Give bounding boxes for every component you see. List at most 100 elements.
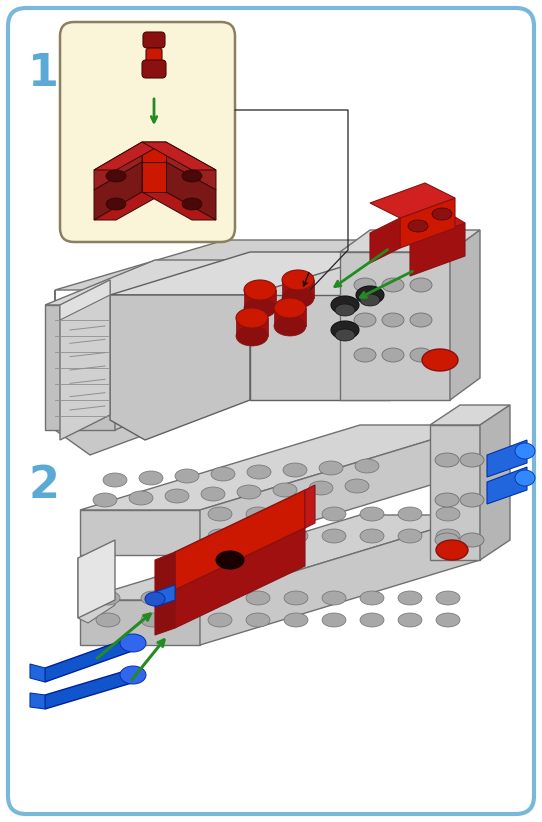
Ellipse shape: [432, 208, 452, 220]
Ellipse shape: [331, 296, 359, 314]
Ellipse shape: [244, 280, 276, 300]
Ellipse shape: [216, 551, 244, 569]
Polygon shape: [225, 260, 380, 320]
Ellipse shape: [360, 613, 384, 627]
FancyBboxPatch shape: [146, 48, 162, 76]
Ellipse shape: [139, 471, 163, 485]
Ellipse shape: [360, 507, 384, 521]
Ellipse shape: [436, 540, 468, 560]
Ellipse shape: [182, 198, 202, 210]
Ellipse shape: [93, 493, 117, 507]
Ellipse shape: [435, 493, 459, 507]
Ellipse shape: [284, 613, 308, 627]
Ellipse shape: [345, 479, 369, 493]
Ellipse shape: [236, 308, 268, 328]
Ellipse shape: [211, 467, 235, 481]
FancyBboxPatch shape: [143, 32, 165, 48]
Ellipse shape: [182, 170, 202, 182]
Ellipse shape: [382, 278, 404, 292]
Ellipse shape: [309, 481, 333, 495]
Ellipse shape: [398, 613, 422, 627]
Ellipse shape: [410, 348, 432, 362]
Polygon shape: [487, 467, 527, 504]
Ellipse shape: [408, 220, 428, 232]
Ellipse shape: [284, 529, 308, 543]
Ellipse shape: [246, 613, 270, 627]
Ellipse shape: [284, 507, 308, 521]
Polygon shape: [340, 252, 450, 400]
Ellipse shape: [141, 591, 165, 605]
Polygon shape: [487, 440, 527, 477]
Polygon shape: [115, 260, 225, 430]
Ellipse shape: [322, 591, 346, 605]
Polygon shape: [282, 280, 314, 298]
Polygon shape: [385, 208, 465, 243]
Polygon shape: [370, 183, 455, 218]
Ellipse shape: [106, 170, 126, 182]
Ellipse shape: [436, 591, 460, 605]
Ellipse shape: [284, 591, 308, 605]
Ellipse shape: [436, 507, 460, 521]
Polygon shape: [30, 664, 45, 682]
Ellipse shape: [236, 326, 268, 346]
Polygon shape: [480, 405, 510, 560]
Polygon shape: [200, 515, 480, 645]
Ellipse shape: [435, 533, 459, 547]
Ellipse shape: [460, 453, 484, 467]
Polygon shape: [166, 162, 216, 220]
Ellipse shape: [410, 313, 432, 327]
Ellipse shape: [273, 483, 297, 497]
Polygon shape: [78, 558, 115, 623]
Polygon shape: [450, 230, 480, 400]
Ellipse shape: [120, 666, 146, 684]
Ellipse shape: [165, 489, 189, 503]
Ellipse shape: [360, 529, 384, 543]
Ellipse shape: [96, 591, 120, 605]
Ellipse shape: [322, 613, 346, 627]
Ellipse shape: [244, 298, 276, 318]
Polygon shape: [45, 636, 135, 682]
Ellipse shape: [322, 529, 346, 543]
Polygon shape: [250, 295, 390, 400]
Text: 2: 2: [28, 464, 59, 507]
Polygon shape: [430, 405, 510, 425]
Polygon shape: [110, 252, 390, 295]
Ellipse shape: [246, 507, 270, 521]
Polygon shape: [175, 528, 305, 628]
Ellipse shape: [208, 529, 232, 543]
Ellipse shape: [274, 316, 306, 336]
Polygon shape: [155, 585, 175, 607]
Ellipse shape: [319, 461, 343, 475]
Polygon shape: [200, 425, 480, 555]
Ellipse shape: [354, 313, 376, 327]
Polygon shape: [142, 142, 216, 170]
Ellipse shape: [145, 592, 165, 606]
Polygon shape: [430, 425, 480, 560]
Polygon shape: [400, 198, 455, 248]
Ellipse shape: [460, 533, 484, 547]
FancyBboxPatch shape: [8, 8, 534, 814]
Ellipse shape: [360, 294, 380, 306]
Polygon shape: [340, 230, 480, 252]
Polygon shape: [60, 280, 110, 440]
Polygon shape: [80, 600, 200, 645]
Ellipse shape: [247, 465, 271, 479]
Ellipse shape: [355, 459, 379, 473]
Ellipse shape: [515, 470, 535, 486]
Ellipse shape: [410, 278, 432, 292]
Ellipse shape: [360, 591, 384, 605]
Polygon shape: [370, 218, 400, 263]
Ellipse shape: [246, 529, 270, 543]
Ellipse shape: [106, 198, 126, 210]
Ellipse shape: [398, 529, 422, 543]
Polygon shape: [142, 162, 166, 192]
Polygon shape: [142, 192, 216, 220]
Ellipse shape: [382, 348, 404, 362]
Polygon shape: [80, 515, 480, 600]
Ellipse shape: [208, 507, 232, 521]
Polygon shape: [78, 540, 115, 618]
Polygon shape: [166, 142, 216, 190]
Ellipse shape: [398, 507, 422, 521]
Ellipse shape: [274, 298, 306, 318]
Ellipse shape: [282, 288, 314, 308]
